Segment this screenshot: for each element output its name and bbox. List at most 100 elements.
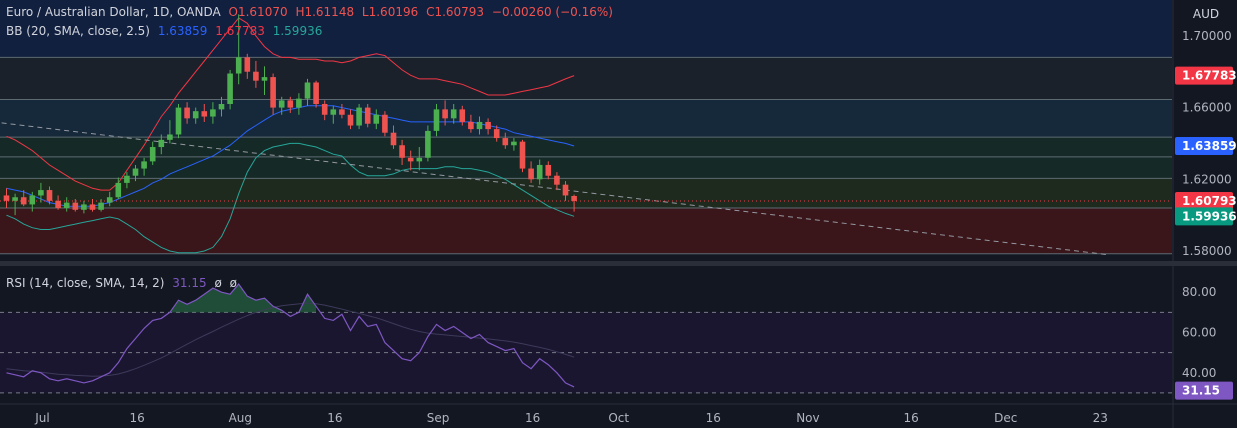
time-tick-label: 16 [525,411,540,425]
candle-body [270,77,276,108]
candle-body [175,107,182,135]
candle-body [192,111,199,119]
price-tag-bg [1175,66,1233,85]
bb-label[interactable]: BB (20, SMA, close, 2.5) [6,24,150,38]
price-tag-bg [1175,191,1233,210]
symbol-title: Euro / Australian Dollar, 1D, OANDA [6,5,221,19]
price-tag: 1.60793 [1182,194,1237,208]
candle-body [425,130,431,158]
candle-body [313,82,319,104]
price-tag-bg [1175,207,1233,226]
candle-body [20,197,27,205]
candle-body [253,71,259,81]
candle-body [364,107,371,124]
candle-body [554,175,560,185]
ohlc-low: L1.60196 [361,5,419,19]
candle-body [89,204,96,210]
candle-body [399,145,405,158]
candle-body [63,202,70,208]
trend-line [0,122,1108,256]
rsi-value-tag-bg [1175,381,1233,400]
bb-lower-value: 1.59936 [272,24,323,38]
time-tick-label: 16 [706,411,721,425]
candle-body [244,57,251,72]
candle-body [459,109,466,122]
candle-body [476,121,483,130]
price-zone [0,208,1172,254]
candle-body [536,164,543,180]
ohlc-open: O1.61070 [228,5,288,19]
price-zone [0,57,1172,100]
candle-body [493,129,500,139]
candle-body [141,161,147,169]
bb-upper-value: 1.67783 [215,24,265,38]
time-tick-label: Sep [427,411,450,425]
bb-upper-line [6,17,575,191]
price-tick-label: 1.62000 [1182,172,1232,186]
candle-body [571,195,577,201]
time-tick-label: Jul [34,411,49,425]
bb-legend: BB (20, SMA, close, 2.5) 1.63859 1.67783… [6,24,326,38]
candle-body [12,197,18,201]
candle-body [210,109,216,117]
candle-body [124,175,130,183]
price-zone [0,137,1172,179]
candle-body [356,107,362,126]
candle-body [115,182,122,198]
candle-body [390,132,397,146]
candle-body [296,98,302,108]
time-tick-label: 16 [327,411,342,425]
candle-body [519,141,526,169]
candle-body [235,57,242,74]
rsi-label[interactable]: RSI (14, close, SMA, 14, 2) [6,276,165,290]
main-legend: Euro / Australian Dollar, 1D, OANDA O1.6… [6,5,617,19]
rsi-legend: RSI (14, close, SMA, 14, 2) 31.15 ø ø [6,276,241,290]
candle-body [442,109,448,119]
ohlc-high: H1.61148 [295,5,355,19]
price-zone [0,178,1172,208]
candle-body [287,100,294,108]
rsi-ma-line [6,302,575,377]
candle-body [528,168,534,180]
candle-body [321,104,328,115]
candle-body [167,134,173,140]
price-tick-label: 1.58000 [1182,244,1232,258]
candle-body [261,77,268,81]
rsi-overbought-fill [169,284,282,313]
time-tick-label: 16 [903,411,918,425]
candle-body [278,100,285,108]
candle-body [468,121,474,130]
price-tag-bg [1175,136,1233,155]
candle-body [511,141,517,146]
candle-body [227,73,233,104]
rsi-value-tag: 31.15 [1182,384,1220,398]
candle-body [218,104,225,110]
candle-body [562,184,569,196]
rsi-tick-label: 80.00 [1182,285,1216,299]
candle-body [106,197,113,203]
rsi-tick-label: 40.00 [1182,366,1216,380]
candle-body [433,109,440,131]
price-tag: 1.67783 [1182,69,1237,83]
candle-body [72,202,79,210]
candle-body [450,109,457,119]
candle-body [3,195,10,201]
price-tick-label: 1.66000 [1182,101,1232,115]
time-tick-label: Nov [796,411,819,425]
candle-body [339,109,345,115]
candle-body [347,114,354,126]
candle-body [132,168,139,176]
time-tick-label: 16 [129,411,144,425]
rsi-extra-1: ø [214,276,222,290]
time-tick-label: Dec [994,411,1017,425]
bb-basis-value: 1.63859 [157,24,208,38]
candle-body [158,139,165,148]
time-tick-label: 23 [1093,411,1108,425]
candle-body [149,147,156,162]
currency-button[interactable]: AUD [1192,7,1220,21]
rsi-line [6,283,575,388]
rsi-tick-label: 60.00 [1182,325,1216,339]
candle-body [373,114,380,124]
ohlc-change: −0.00260 (−0.16%) [491,5,613,19]
